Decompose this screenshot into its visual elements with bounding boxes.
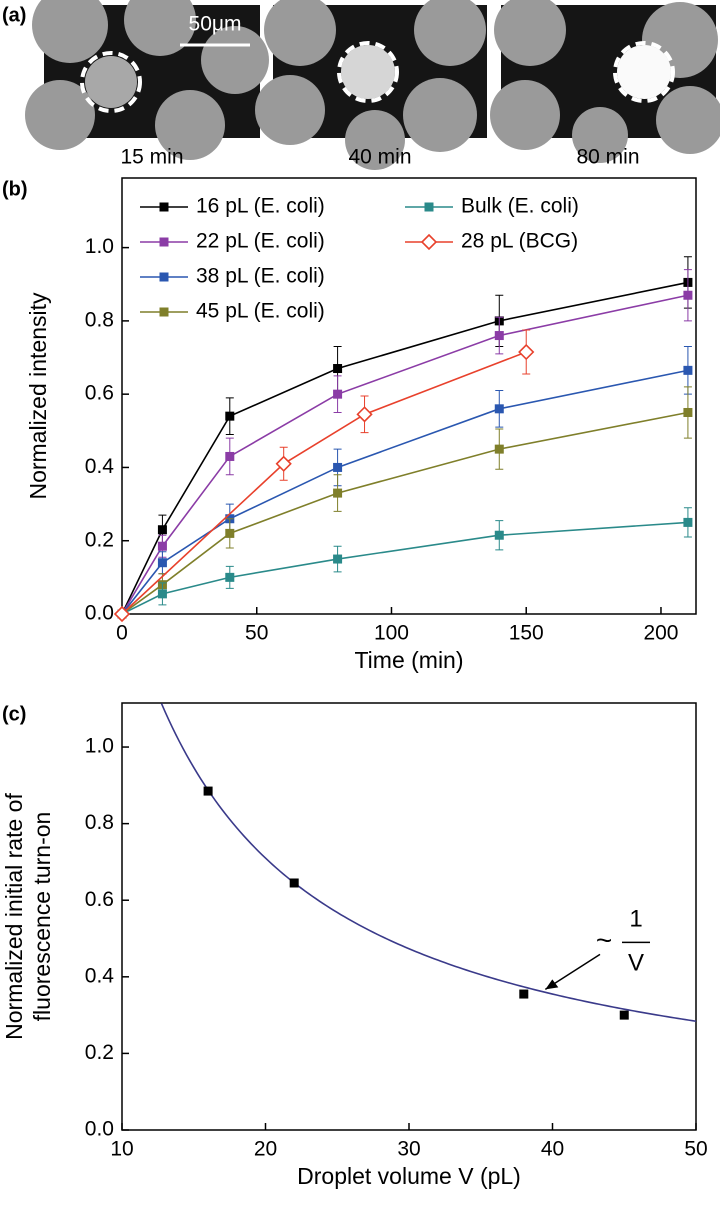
x-tick-label: 30 — [397, 1138, 420, 1161]
data-point — [113, 605, 131, 623]
data-point — [356, 406, 373, 423]
fit-curve — [160, 703, 697, 1023]
data-point — [157, 525, 167, 535]
legend-label: 45 pL (E. coli) — [196, 300, 325, 323]
data-point — [333, 554, 343, 564]
data-point — [333, 462, 343, 472]
y-axis-title: Normalized initial rate of — [1, 793, 27, 1040]
annotation: V — [628, 950, 644, 977]
y-tick-label: 0.6 — [85, 888, 114, 911]
y-tick-label: 1.0 — [85, 735, 114, 758]
arrow-head — [545, 979, 559, 990]
x-axis-title: Droplet volume V (pL) — [297, 1163, 521, 1189]
data-point — [333, 389, 343, 399]
legend-marker — [424, 202, 434, 212]
data-point — [225, 451, 235, 461]
y-tick-label: 0.0 — [85, 1118, 114, 1141]
legend-label: Bulk (E. coli) — [461, 195, 579, 218]
data-point — [333, 364, 343, 374]
x-tick-label: 50 — [684, 1138, 707, 1161]
data-point — [619, 1010, 629, 1020]
plot-frame — [121, 702, 697, 1131]
x-axis-title: Time (min) — [354, 647, 463, 673]
data-point — [333, 488, 343, 498]
data-point — [494, 404, 504, 414]
data-point — [683, 290, 693, 300]
annotation: 1 — [629, 906, 642, 933]
data-point — [225, 528, 235, 538]
data-point — [275, 455, 292, 472]
data-point — [157, 589, 167, 599]
x-tick-label: 40 — [541, 1138, 564, 1161]
data-point — [225, 572, 235, 582]
panel-label: (a) — [2, 4, 26, 26]
x-tick-label: 20 — [254, 1138, 277, 1161]
y-tick-label: 0.8 — [85, 811, 114, 834]
y-tick-label: 0.2 — [85, 1041, 114, 1064]
data-point — [289, 878, 299, 888]
data-point — [225, 411, 235, 421]
data-point — [683, 365, 693, 375]
legend-marker — [159, 202, 169, 212]
y-axis-title: fluorescence turn-on — [29, 812, 55, 1022]
y-tick-label: 1.0 — [85, 235, 114, 258]
data-point — [519, 989, 529, 999]
legend-marker — [420, 233, 438, 251]
x-tick-label: 0 — [116, 622, 128, 645]
legend-label: 28 pL (BCG) — [461, 230, 578, 253]
series-line — [121, 521, 688, 615]
data-point — [494, 530, 504, 540]
y-tick-label: 0.2 — [85, 528, 114, 551]
image-caption: 40 min — [348, 146, 411, 169]
annotation: ~ — [596, 925, 612, 956]
x-tick-label: 100 — [374, 622, 409, 645]
data-point — [518, 343, 535, 361]
legend-label: 22 pL (E. coli) — [196, 230, 325, 253]
legend-marker — [159, 272, 169, 282]
series-line — [121, 351, 527, 615]
micrographs — [25, 0, 720, 170]
plot-frame — [121, 177, 697, 615]
data-point — [203, 786, 213, 796]
y-tick-label: 0.0 — [85, 602, 114, 625]
image-caption: 80 min — [576, 146, 639, 169]
series-line — [121, 369, 689, 615]
legend-label: 38 pL (E. coli) — [196, 265, 325, 288]
x-tick-label: 150 — [509, 622, 544, 645]
y-axis-title: Normalized intensity — [25, 292, 51, 500]
series-line — [121, 281, 689, 615]
series-line — [121, 411, 689, 615]
y-tick-label: 0.8 — [85, 308, 114, 331]
data-point — [494, 331, 504, 341]
data-point — [683, 517, 693, 527]
y-tick-label: 0.6 — [85, 382, 114, 405]
series-line — [121, 294, 689, 615]
data-point — [157, 541, 167, 551]
scale-bar-label: 50μm — [189, 13, 242, 36]
x-tick-label: 10 — [110, 1138, 133, 1161]
panel-label: (c) — [2, 703, 26, 725]
data-point — [494, 444, 504, 454]
legend-marker — [159, 237, 169, 247]
y-tick-label: 0.4 — [85, 455, 115, 478]
x-tick-label: 200 — [643, 622, 678, 645]
panel-label: (b) — [2, 178, 28, 200]
y-tick-label: 0.4 — [85, 964, 115, 987]
data-point — [683, 407, 693, 417]
data-point — [157, 558, 167, 568]
legend-marker — [159, 307, 169, 317]
legend-label: 16 pL (E. coli) — [196, 195, 325, 218]
image-caption: 15 min — [120, 146, 183, 169]
x-tick-label: 50 — [245, 622, 268, 645]
